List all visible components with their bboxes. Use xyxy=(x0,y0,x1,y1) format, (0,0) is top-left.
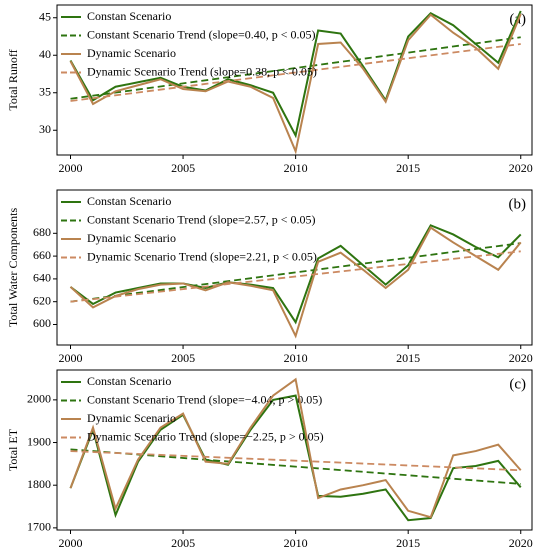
x-tick-label: 2000 xyxy=(59,351,83,365)
y-tick-label: 30 xyxy=(39,122,51,136)
x-tick-label: 2005 xyxy=(171,351,195,365)
x-tick-label: 2010 xyxy=(284,536,308,547)
y-axis-label: Total ET xyxy=(6,428,20,471)
legend-label: Dynamic Scenario Trend (slope=−2.25, p >… xyxy=(87,429,324,443)
legend-label: Constan Scenario xyxy=(87,194,171,208)
data-line xyxy=(70,242,521,303)
plot-frame xyxy=(56,369,533,531)
x-tick-label: 2015 xyxy=(396,351,420,365)
legend-label: Dynamic Scenario xyxy=(87,411,176,425)
x-tick-label: 2005 xyxy=(171,161,195,175)
legend-label: Dynamic Scenario Trend (slope=2.21, p < … xyxy=(87,249,317,263)
x-tick-label: 2020 xyxy=(509,161,533,175)
data-line xyxy=(69,226,522,339)
data-line xyxy=(70,43,521,102)
y-tick-label: 35 xyxy=(39,85,51,99)
data-line xyxy=(69,377,522,519)
y-axis-label: Total Runoff xyxy=(6,49,20,110)
y-tick-label: 1800 xyxy=(27,477,51,491)
x-tick-label: 2015 xyxy=(396,161,420,175)
y-tick-label: 40 xyxy=(39,47,51,61)
y-tick-label: 1700 xyxy=(27,520,51,534)
y-tick-label: 600 xyxy=(33,316,51,330)
panel-label: (b) xyxy=(509,196,527,212)
y-tick-label: 640 xyxy=(33,271,51,285)
plot-frame xyxy=(56,189,533,346)
y-tick-label: 2000 xyxy=(27,392,51,406)
legend-label: Constan Scenario xyxy=(87,374,171,388)
x-tick-label: 2015 xyxy=(396,536,420,547)
data-line xyxy=(69,10,522,139)
legend-label: Constant Scenario Trend (slope=0.40, p <… xyxy=(87,27,316,41)
y-tick-label: 680 xyxy=(33,225,51,239)
data-line xyxy=(69,394,522,522)
legend-label: Dynamic Scenario Trend (slope=0.38, p < … xyxy=(87,64,317,78)
y-axis-label: Total Water Components xyxy=(6,208,20,328)
legend-label: Constant Scenario Trend (slope=−4.04, p … xyxy=(87,392,322,406)
x-tick-label: 2020 xyxy=(509,351,533,365)
x-tick-label: 2005 xyxy=(171,536,195,547)
legend-label: Constan Scenario xyxy=(87,9,171,23)
data-line xyxy=(70,450,521,472)
legend-label: Dynamic Scenario xyxy=(87,231,176,245)
legend-label: Dynamic Scenario xyxy=(87,46,176,60)
y-tick-label: 620 xyxy=(33,293,51,307)
data-line xyxy=(70,250,521,303)
plot-frame xyxy=(56,4,533,156)
x-tick-label: 2020 xyxy=(509,536,533,547)
y-tick-label: 45 xyxy=(39,10,51,24)
x-tick-label: 2000 xyxy=(59,536,83,547)
panel-label: (c) xyxy=(509,376,526,392)
data-line xyxy=(69,13,522,155)
legend-label: Constant Scenario Trend (slope=2.57, p <… xyxy=(87,212,316,226)
x-tick-label: 2010 xyxy=(284,161,308,175)
y-tick-label: 1900 xyxy=(27,434,51,448)
x-tick-label: 2000 xyxy=(59,161,83,175)
data-line xyxy=(69,224,522,325)
x-tick-label: 2010 xyxy=(284,351,308,365)
y-tick-label: 660 xyxy=(33,248,51,262)
data-line xyxy=(70,36,521,100)
